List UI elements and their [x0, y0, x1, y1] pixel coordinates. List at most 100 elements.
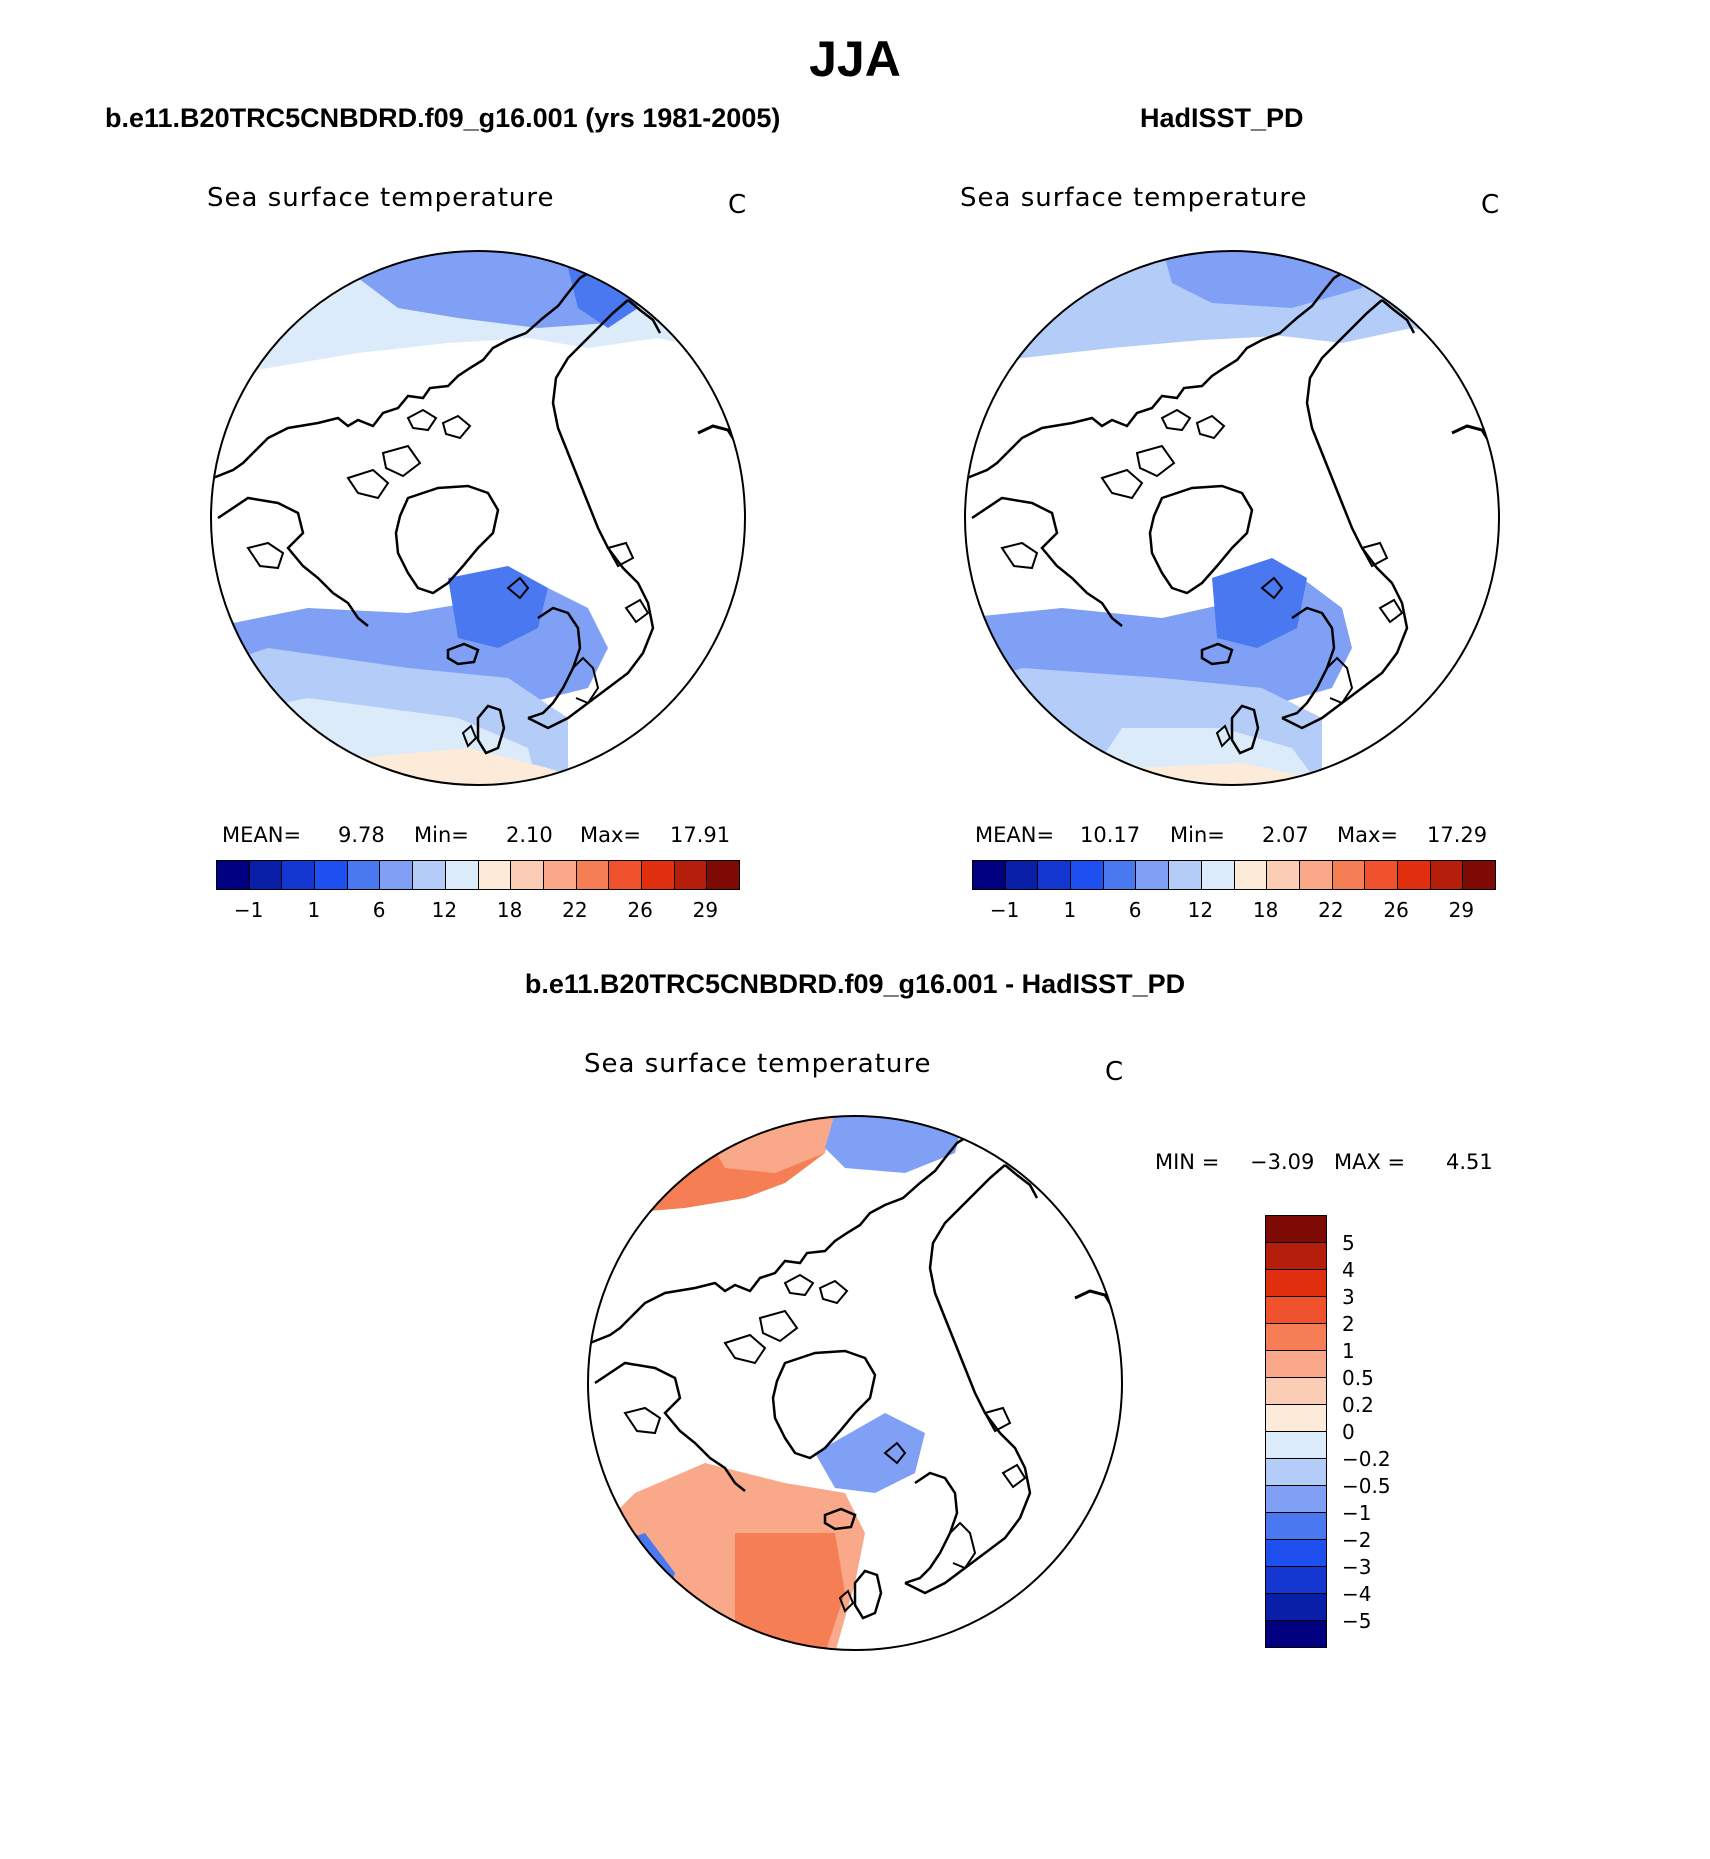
colorbar-tick-label: 12 [431, 898, 458, 922]
diff-colorbar-cell [1266, 1297, 1326, 1324]
diff-colorbar-cell [1266, 1216, 1326, 1243]
diff-fill-atlantic-warm [735, 1533, 845, 1650]
diff-colorbar-cell [1266, 1486, 1326, 1513]
colorbar-tick-label: 26 [627, 898, 653, 922]
diff-polar-map [587, 1115, 1123, 1651]
diff-colorbar-label: −5 [1342, 1609, 1372, 1633]
model-units-label: C [728, 190, 747, 220]
colorbar-cell [1005, 861, 1039, 889]
diff-fill-norwegian-cool [815, 1413, 925, 1493]
diff-colorbar-label: −4 [1342, 1582, 1372, 1606]
diff-colorbar-cell [1266, 1540, 1326, 1567]
colorbar-tick-label: 1 [1063, 898, 1077, 922]
diff-colorbar-cell [1266, 1513, 1326, 1540]
colorbar-tick-label: 22 [562, 898, 588, 922]
colorbar-cell [315, 861, 348, 889]
colorbar-cell [1267, 861, 1300, 889]
obs-mean-label: MEAN= [975, 823, 1055, 847]
diff-colorbar-label: 4 [1342, 1258, 1355, 1282]
model-polar-map [210, 250, 746, 786]
diff-map-border [587, 1115, 1123, 1651]
model-min-value: 2.10 [506, 823, 553, 847]
model-mean-value: 9.78 [338, 823, 385, 847]
colorbar-cell [576, 861, 610, 889]
diff-colorbar-cell [1266, 1351, 1326, 1378]
diff-colorbar-label: −3 [1342, 1555, 1372, 1579]
obs-panel-title: HadISST_PD [1140, 103, 1304, 133]
colorbar-tick-label: −1 [233, 898, 264, 922]
model-min-label: Min= [414, 823, 469, 847]
colorbar-tick-label: 22 [1318, 898, 1344, 922]
colorbar-cell [1430, 861, 1464, 889]
obs-polar-map [964, 250, 1500, 786]
diff-colorbar-label: 0.5 [1342, 1366, 1374, 1390]
diff-units-label: C [1105, 1057, 1124, 1087]
diff-colorbar-cell [1266, 1324, 1326, 1351]
diff-colorbar-cell [1266, 1567, 1326, 1594]
diff-colorbar [1265, 1215, 1327, 1648]
colorbar-tick-label: 6 [1128, 898, 1142, 922]
colorbar-cell [478, 861, 512, 889]
colorbar-cell [282, 861, 316, 889]
diff-max-label: MAX = [1334, 1150, 1406, 1174]
colorbar-cell [1103, 861, 1137, 889]
diff-colorbar-cell [1266, 1270, 1326, 1297]
colorbar-cell [641, 861, 675, 889]
diff-colorbar-label: −1 [1342, 1501, 1372, 1525]
model-fill-norwegian-sea [448, 566, 548, 648]
diff-variable-label: Sea surface temperature [584, 1049, 932, 1079]
colorbar-cell [1397, 861, 1431, 889]
obs-min-value: 2.07 [1262, 823, 1309, 847]
diff-colorbar-label: 0 [1342, 1420, 1355, 1444]
diff-colorbar-cell [1266, 1405, 1326, 1432]
colorbar-cell [674, 861, 708, 889]
model-map-border [210, 250, 746, 786]
diff-colorbar-label: 3 [1342, 1285, 1355, 1309]
colorbar-cell [973, 861, 1006, 889]
obs-min-label: Min= [1170, 823, 1225, 847]
colorbar-cell [380, 861, 414, 889]
colorbar-cell [511, 861, 544, 889]
diff-colorbar-label: −0.2 [1342, 1447, 1391, 1471]
colorbar-tick-label: 12 [1187, 898, 1214, 922]
diff-colorbar-cell [1266, 1594, 1326, 1621]
colorbar-cell [217, 861, 250, 889]
colorbar-cell [543, 861, 577, 889]
colorbar-tick-label: 29 [1448, 898, 1475, 922]
colorbar-cell [1332, 861, 1366, 889]
colorbar-cell [1136, 861, 1170, 889]
model-mean-label: MEAN= [222, 823, 302, 847]
obs-colorbar [972, 860, 1496, 890]
model-panel-title: b.e11.B20TRC5CNBDRD.f09_g16.001 (yrs 198… [105, 103, 781, 133]
model-variable-label: Sea surface temperature [207, 183, 555, 213]
diff-colorbar-label: 5 [1342, 1231, 1355, 1255]
obs-max-label: Max= [1337, 823, 1399, 847]
colorbar-cell [1463, 861, 1495, 889]
colorbar-tick-label: 18 [1252, 898, 1279, 922]
model-max-label: Max= [580, 823, 642, 847]
colorbar-cell [1071, 861, 1104, 889]
diff-colorbar-label: −2 [1342, 1528, 1372, 1552]
colorbar-tick-label: 6 [372, 898, 386, 922]
colorbar-cell [707, 861, 739, 889]
colorbar-tick-label: −1 [989, 898, 1020, 922]
colorbar-cell [1038, 861, 1072, 889]
diff-min-value: −3.09 [1250, 1150, 1315, 1174]
obs-mean-value: 10.17 [1080, 823, 1141, 847]
colorbar-cell [1169, 861, 1202, 889]
diff-colorbar-cell [1266, 1243, 1326, 1270]
diff-colorbar-cell [1266, 1621, 1326, 1647]
diff-colorbar-label: −0.5 [1342, 1474, 1391, 1498]
colorbar-cell [249, 861, 283, 889]
obs-fill-norwegian-sea [1212, 558, 1307, 648]
diff-colorbar-cell [1266, 1459, 1326, 1486]
colorbar-cell [445, 861, 479, 889]
colorbar-cell [1365, 861, 1398, 889]
colorbar-cell [1299, 861, 1333, 889]
diff-colorbar-label: 0.2 [1342, 1393, 1374, 1417]
diff-colorbar-label: 2 [1342, 1312, 1355, 1336]
colorbar-cell [347, 861, 381, 889]
colorbar-tick-label: 29 [692, 898, 719, 922]
diff-max-value: 4.51 [1446, 1150, 1493, 1174]
